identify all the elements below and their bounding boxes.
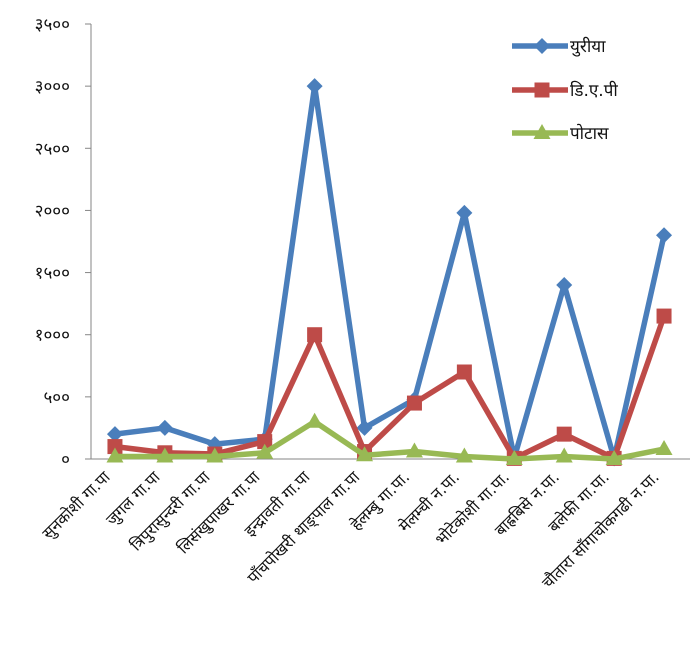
data-point	[556, 426, 572, 442]
x-axis-category-labels: सुनकोशी गा.पाजुगल गा.पात्रिपुरासुन्दरी ग…	[38, 467, 663, 592]
chart-series	[106, 78, 673, 467]
data-point	[656, 308, 672, 324]
legend-label: डि.ए.पी	[570, 80, 618, 101]
legend-marker	[534, 82, 550, 98]
y-tick-label: ५००	[43, 388, 70, 408]
data-point	[556, 277, 573, 293]
data-point	[156, 419, 173, 436]
legend-item: युरीया	[512, 36, 606, 57]
data-point	[156, 447, 174, 463]
data-point	[356, 446, 374, 462]
data-point	[456, 204, 473, 221]
data-point	[655, 440, 673, 456]
data-point	[505, 450, 523, 465]
y-tick-label: १५००	[35, 264, 70, 284]
data-point	[306, 412, 324, 428]
data-point	[605, 450, 623, 465]
series-3	[106, 412, 673, 465]
data-point	[456, 364, 472, 380]
series-line	[112, 83, 667, 462]
data-point	[405, 442, 423, 458]
y-tick-label: २०००	[35, 201, 70, 221]
data-point	[306, 78, 323, 95]
legend-marker	[533, 124, 551, 139]
legend-label: युरीया	[570, 36, 606, 57]
y-tick-label: १०००	[35, 326, 70, 346]
legend-item: पोटास	[512, 123, 609, 144]
data-point	[555, 447, 573, 463]
legend-label: पोटास	[570, 123, 609, 144]
data-point	[455, 447, 473, 463]
y-tick-label: २५००	[35, 139, 70, 159]
data-point	[356, 419, 373, 436]
data-point	[106, 447, 124, 463]
data-point	[257, 434, 273, 450]
y-axis-ticks: ० ५०० १००० १५०० २००० २५०० ३००० ३५००	[35, 15, 91, 470]
series-line	[112, 418, 667, 462]
legend-marker	[534, 38, 550, 54]
y-tick-label: ३०००	[35, 77, 70, 97]
series-2	[107, 308, 672, 466]
data-point	[656, 227, 673, 244]
data-point	[256, 443, 274, 459]
y-tick-label: ३५००	[35, 15, 70, 35]
data-point	[206, 447, 224, 463]
data-point	[106, 426, 123, 443]
data-point	[307, 327, 323, 343]
x-category-label: सुनकोशी गा.पा	[38, 467, 115, 544]
data-point	[406, 395, 422, 411]
y-tick-label: ०	[61, 450, 70, 470]
legend: युरीया डि.ए.पी पोटास	[512, 36, 618, 144]
legend-item: डि.ए.पी	[512, 80, 618, 101]
data-point	[107, 439, 123, 455]
